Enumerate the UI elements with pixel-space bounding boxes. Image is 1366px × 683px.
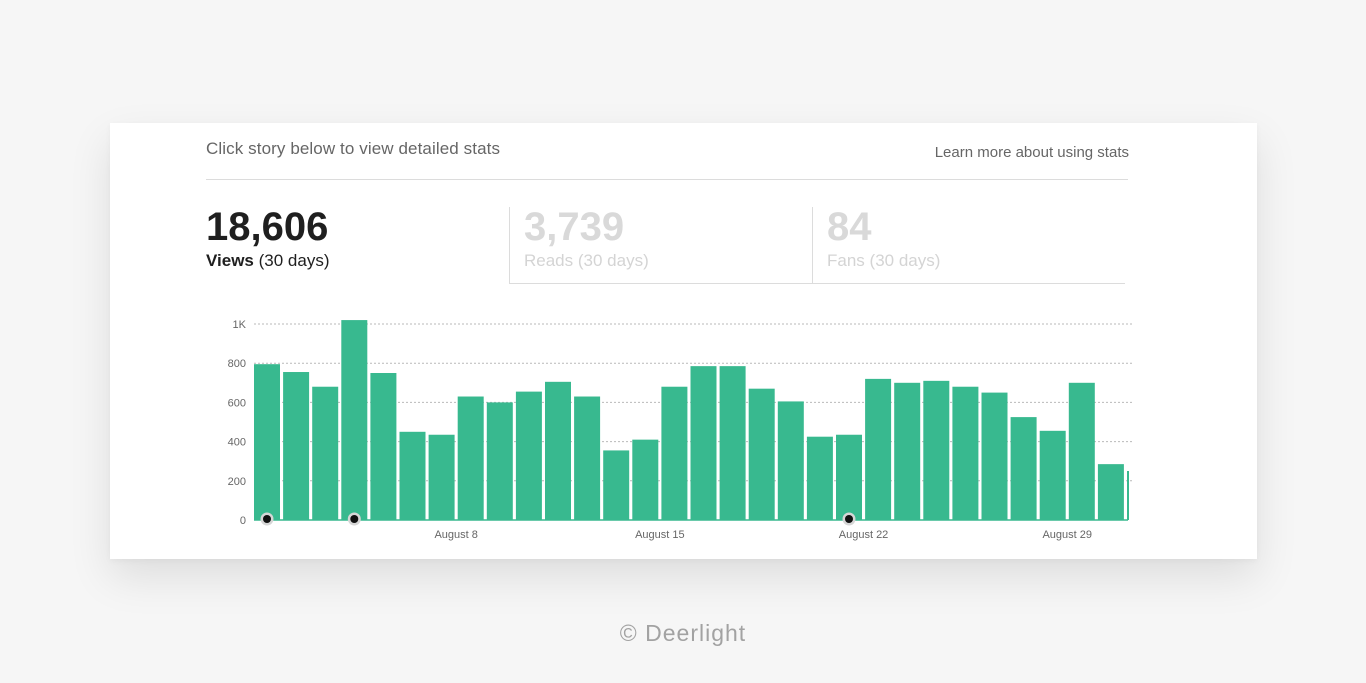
chart-bar[interactable] [457,396,484,520]
chart-bar[interactable] [806,436,833,520]
reads-stat-tab[interactable]: 3,739 Reads (30 days) [509,205,812,284]
chart-bar[interactable] [1097,464,1124,520]
views-label-text: Views [206,251,254,270]
chart-bar[interactable] [486,402,513,520]
copyright-footer: © Deerlight [619,620,747,646]
header-divider [206,179,1128,180]
y-tick-label: 1K [233,319,247,331]
chart-bar[interactable] [632,439,659,520]
chart-bar[interactable] [545,381,571,520]
chart-bar[interactable] [399,431,426,520]
chart-bar[interactable] [1010,417,1037,520]
chart-bar[interactable] [1039,430,1066,520]
chart-bar[interactable] [952,386,979,520]
chart-bar[interactable] [865,378,892,520]
views-stat-tab[interactable]: 18,606 Views (30 days) [206,205,506,283]
y-tick-label: 200 [228,476,246,488]
chart-bar[interactable] [603,450,630,520]
fans-period: (30 days) [869,251,941,270]
chart-bar[interactable] [574,396,601,520]
chart-bar[interactable] [748,388,775,520]
chart-bar[interactable] [690,366,717,520]
x-tick-label: August 15 [635,529,685,541]
chart-bar[interactable] [981,392,1008,520]
chart-bar[interactable] [515,391,542,520]
publish-marker[interactable] [350,515,359,523]
reads-label: Reads (30 days) [524,251,649,271]
chart-bar[interactable] [341,320,368,520]
fans-stat-tab[interactable]: 84 Fans (30 days) [812,205,1125,284]
chart-bar[interactable] [312,386,339,520]
x-tick-label: August 29 [1042,529,1092,541]
publish-marker[interactable] [845,515,853,523]
fans-label: Fans (30 days) [827,251,940,271]
views-bar-chart: 0 200 400 600 800 1K August 8 August 15 August 2… [228,319,1132,541]
reads-label-text: Reads [524,251,574,270]
y-tick-label: 600 [228,397,246,409]
chart-bar[interactable] [777,401,804,520]
chart-bar[interactable] [428,434,455,520]
chart-bar[interactable] [719,366,746,520]
chart-bar[interactable] [894,382,921,520]
chart-bar[interactable] [1068,382,1095,520]
y-tick-label: 0 [240,515,246,527]
chart-bar[interactable] [836,434,862,520]
chart-bar[interactable] [370,373,397,520]
fans-count: 84 [827,205,872,249]
y-tick-label: 800 [228,358,246,370]
learn-more-link[interactable]: Learn more about using stats [934,144,1129,161]
fans-label-text: Fans [827,251,865,270]
y-tick-label: 400 [228,437,246,449]
publish-marker[interactable] [263,515,271,523]
x-tick-label: August 8 [434,529,477,541]
views-period: (30 days) [258,251,330,270]
views-count: 18,606 [206,205,329,249]
x-tick-label: August 22 [839,529,889,541]
reads-period: (30 days) [577,251,649,270]
views-label: Views (30 days) [206,251,330,271]
chart-bar[interactable] [283,372,310,520]
chart-bar[interactable] [923,380,950,520]
chart-bar[interactable] [254,364,280,520]
chart-bar[interactable] [661,386,688,520]
stats-hint: Click story below to view detailed stats [206,139,501,158]
reads-count: 3,739 [524,205,625,249]
